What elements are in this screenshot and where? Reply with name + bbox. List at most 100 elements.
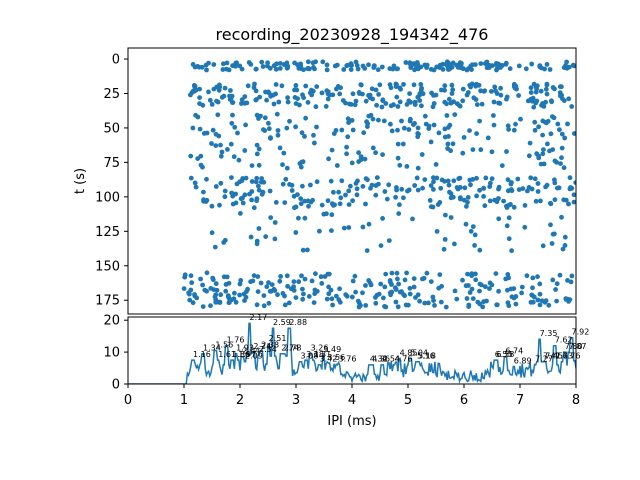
raster-point	[209, 203, 215, 209]
raster-point	[365, 124, 370, 129]
raster-point	[348, 102, 354, 107]
raster-point	[200, 282, 206, 288]
raster-point	[477, 187, 482, 193]
raster-point	[474, 175, 479, 181]
raster-point	[266, 280, 271, 285]
peak-label: 3.56	[327, 353, 345, 362]
raster-point	[217, 300, 223, 305]
raster-point	[407, 60, 413, 66]
raster-point	[559, 145, 565, 151]
raster-point	[376, 117, 381, 123]
raster-point	[473, 271, 478, 277]
raster-point	[341, 225, 347, 231]
raster-point	[271, 101, 277, 107]
raster-point	[448, 215, 454, 220]
raster-point	[305, 247, 310, 253]
raster-point	[324, 211, 329, 217]
raster-point	[541, 161, 547, 167]
raster-point	[239, 97, 245, 102]
raster-point	[424, 270, 430, 276]
raster-point	[248, 234, 254, 240]
raster-point	[561, 98, 567, 103]
raster-point	[506, 236, 512, 242]
raster-point	[393, 194, 398, 200]
raster-point	[284, 125, 290, 131]
raster-point	[442, 99, 448, 105]
raster-point	[558, 161, 563, 167]
raster-point	[516, 63, 522, 69]
raster-y-tick-label: 75	[103, 156, 120, 171]
raster-point	[549, 241, 555, 246]
raster-point	[402, 277, 408, 283]
raster-point	[370, 116, 376, 122]
raster-point	[512, 85, 518, 91]
raster-point	[406, 187, 412, 193]
raster-point	[534, 98, 540, 104]
raster-point	[318, 274, 324, 280]
raster-point	[422, 113, 428, 119]
raster-point	[442, 178, 447, 184]
raster-point	[379, 64, 385, 70]
raster-point	[337, 299, 343, 305]
peak-label: 3.26	[311, 344, 329, 353]
raster-point	[532, 119, 538, 125]
raster-point	[395, 276, 400, 282]
peak-label: 3.76	[339, 355, 357, 364]
raster-point	[282, 302, 288, 308]
raster-point	[286, 300, 292, 306]
raster-point	[397, 202, 402, 208]
raster-point	[256, 162, 262, 168]
raster-point	[313, 104, 319, 110]
peak-label: 4.54	[382, 355, 400, 364]
raster-point	[253, 88, 259, 94]
raster-point	[275, 128, 281, 133]
raster-point	[414, 175, 420, 181]
raster-point	[424, 62, 430, 68]
raster-point	[190, 62, 196, 67]
raster-point	[559, 214, 564, 220]
raster-point	[382, 284, 388, 290]
raster-point	[396, 211, 402, 217]
raster-point	[255, 274, 261, 279]
raster-point	[509, 248, 514, 254]
raster-point	[261, 293, 267, 298]
raster-point	[232, 290, 237, 296]
raster-point	[208, 286, 214, 291]
raster-point	[530, 285, 535, 291]
raster-point	[194, 295, 200, 301]
raster-point	[273, 66, 279, 72]
raster-point	[319, 90, 325, 96]
raster-point	[545, 141, 550, 147]
histogram-x-tick-label: 8	[572, 393, 580, 408]
raster-point	[487, 198, 493, 204]
raster-point	[395, 104, 401, 109]
raster-point	[349, 294, 355, 300]
raster-point	[374, 102, 379, 108]
raster-point	[353, 289, 358, 295]
raster-point	[373, 192, 379, 198]
raster-point	[412, 99, 418, 105]
raster-point	[293, 295, 299, 300]
raster-point	[553, 287, 558, 292]
raster-point	[285, 283, 290, 289]
raster-point	[334, 163, 340, 168]
raster-point	[467, 128, 472, 134]
raster-point	[204, 270, 210, 276]
raster-point	[317, 228, 322, 234]
raster-point	[470, 296, 476, 301]
raster-point	[465, 199, 470, 205]
raster-point	[530, 299, 536, 305]
peak-label: 7.63	[555, 352, 573, 361]
raster-point	[239, 101, 244, 106]
raster-point	[340, 98, 346, 103]
raster-point	[548, 200, 553, 206]
raster-point	[212, 244, 218, 250]
raster-point	[394, 94, 400, 100]
raster-point	[284, 65, 290, 71]
raster-point	[344, 63, 350, 69]
peak-label: 3.42	[320, 355, 338, 364]
raster-point	[426, 123, 432, 129]
raster-point	[272, 236, 278, 242]
raster-point	[422, 300, 428, 306]
raster-point	[463, 221, 469, 227]
